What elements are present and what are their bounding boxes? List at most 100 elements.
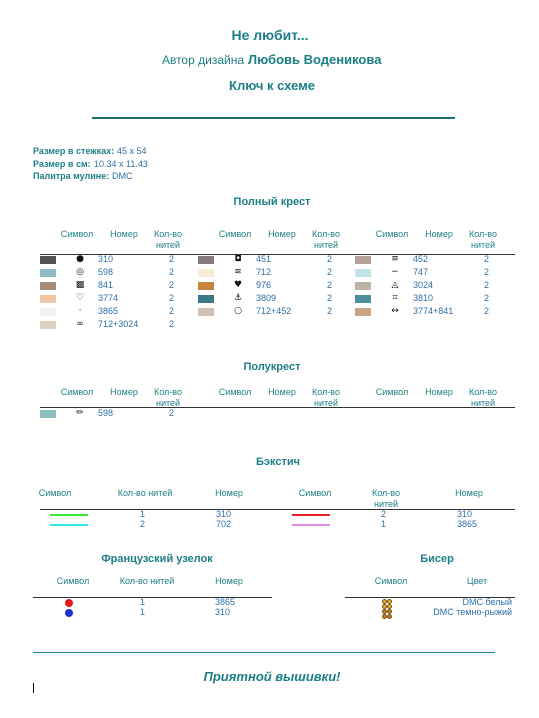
stitch-line [50, 524, 88, 526]
symbol: ⌗ [392, 293, 398, 303]
column-header: Символ [60, 229, 94, 239]
section-title: Бэкстич [256, 456, 300, 468]
stitch-line [50, 514, 88, 516]
color-swatch [198, 256, 214, 264]
column-header: Номер [268, 229, 296, 239]
section-title: Французский узелок [101, 553, 213, 565]
symbol: ▩ [75, 280, 85, 290]
symbol: ≋ [234, 267, 242, 277]
thread-number: 841 [98, 280, 114, 290]
thread-number: 3865 [98, 306, 119, 316]
column-header: Номер [110, 229, 138, 239]
thread-number: 3024 [413, 280, 434, 290]
column-header: Номер [425, 387, 453, 397]
thread-number: 310 [98, 254, 114, 264]
thread-number: 310 [216, 509, 232, 519]
symbol: ⚓ [233, 293, 243, 303]
info-value: 45 x 54 [117, 146, 147, 156]
column-header: Кол-во нитей [154, 387, 182, 408]
color-swatch [355, 256, 371, 264]
info-label: Палитра мулине: [33, 171, 110, 181]
thread-number: 747 [413, 267, 429, 277]
color-swatch [355, 282, 371, 290]
strand-count: 2 [381, 509, 387, 519]
designer-label: Автор дизайна [161, 53, 244, 67]
symbol: ∞ [76, 319, 84, 329]
strand-count: 1 [140, 607, 146, 617]
rule [92, 117, 455, 119]
thread-number: 598 [98, 267, 114, 277]
column-header: Кол-во нитей [469, 387, 497, 408]
info-label: Размер в стежках: [33, 146, 115, 156]
column-header: Номер [425, 229, 453, 239]
color-swatch [40, 410, 56, 418]
column-header: Кол-во нитей [372, 488, 400, 509]
column-header: Номер [110, 387, 138, 397]
strand-count: 2 [169, 280, 175, 290]
info-value: 10.34 x 11.43 [94, 158, 148, 169]
column-header: Кол-во нитей [154, 229, 182, 250]
column-header: Кол-во нитей [312, 229, 340, 250]
column-header: Номер [268, 387, 296, 397]
column-header: Кол-во нитей [117, 488, 173, 498]
bead-icon [382, 614, 387, 619]
strand-count: 2 [140, 519, 146, 529]
color-swatch [355, 269, 371, 277]
bead-icon [387, 604, 392, 609]
thread-number: 712+3024 [98, 319, 139, 329]
symbol: ◎ [76, 267, 84, 277]
color-swatch [198, 269, 214, 277]
symbol: ○ [234, 306, 242, 316]
column-header: Символ [218, 229, 252, 239]
symbol: ≡ [391, 254, 399, 264]
symbol: · [78, 306, 82, 316]
thread-number: 3809 [256, 293, 277, 303]
thread-number: 976 [256, 280, 272, 290]
symbol: ✏ [76, 408, 84, 418]
strand-count: 1 [381, 519, 387, 529]
section-title: Полный крест [233, 196, 311, 208]
strand-count: 2 [169, 408, 175, 418]
strand-count: 2 [484, 306, 490, 316]
bead-icon [387, 609, 392, 614]
column-header: Символ [218, 387, 252, 397]
column-header: Номер [215, 488, 243, 498]
rule [33, 652, 495, 653]
color-swatch [198, 282, 214, 290]
color-swatch [198, 308, 214, 316]
strand-count: 2 [327, 306, 333, 316]
thread-number: 452 [413, 254, 429, 264]
info-value: DMC [112, 171, 133, 181]
color-swatch [40, 269, 56, 277]
color-swatch [40, 282, 56, 290]
rule [345, 597, 515, 598]
bead-icon [387, 599, 392, 604]
column-header: Символ [298, 488, 332, 498]
section-title: Полукрест [243, 361, 301, 373]
strand-count: 2 [169, 267, 175, 277]
title: Не любит... [231, 27, 309, 43]
thread-number: 3865 [457, 519, 478, 529]
color-swatch [40, 256, 56, 264]
strand-count: 2 [484, 293, 490, 303]
text-cursor [33, 683, 34, 693]
symbol: − [391, 267, 399, 277]
bead-color: DMC темно-рыжий [433, 607, 512, 617]
strand-count: 2 [327, 280, 333, 290]
knot-dot [65, 599, 73, 607]
column-header: Номер [215, 576, 243, 586]
thread-number: 3865 [215, 597, 236, 607]
section-title: Бисер [420, 553, 454, 565]
color-swatch [40, 321, 56, 329]
strand-count: 2 [327, 267, 333, 277]
symbol: ◬ [391, 280, 399, 290]
column-header: Символ [38, 488, 72, 498]
strand-count: 1 [140, 597, 146, 607]
bead-icon [382, 599, 387, 604]
color-swatch [40, 295, 56, 303]
column-header: Кол-во нитей [312, 387, 340, 408]
thread-number: 3810 [413, 293, 434, 303]
rule [33, 597, 272, 598]
symbol: ◘ [234, 254, 242, 264]
strand-count: 2 [484, 267, 490, 277]
